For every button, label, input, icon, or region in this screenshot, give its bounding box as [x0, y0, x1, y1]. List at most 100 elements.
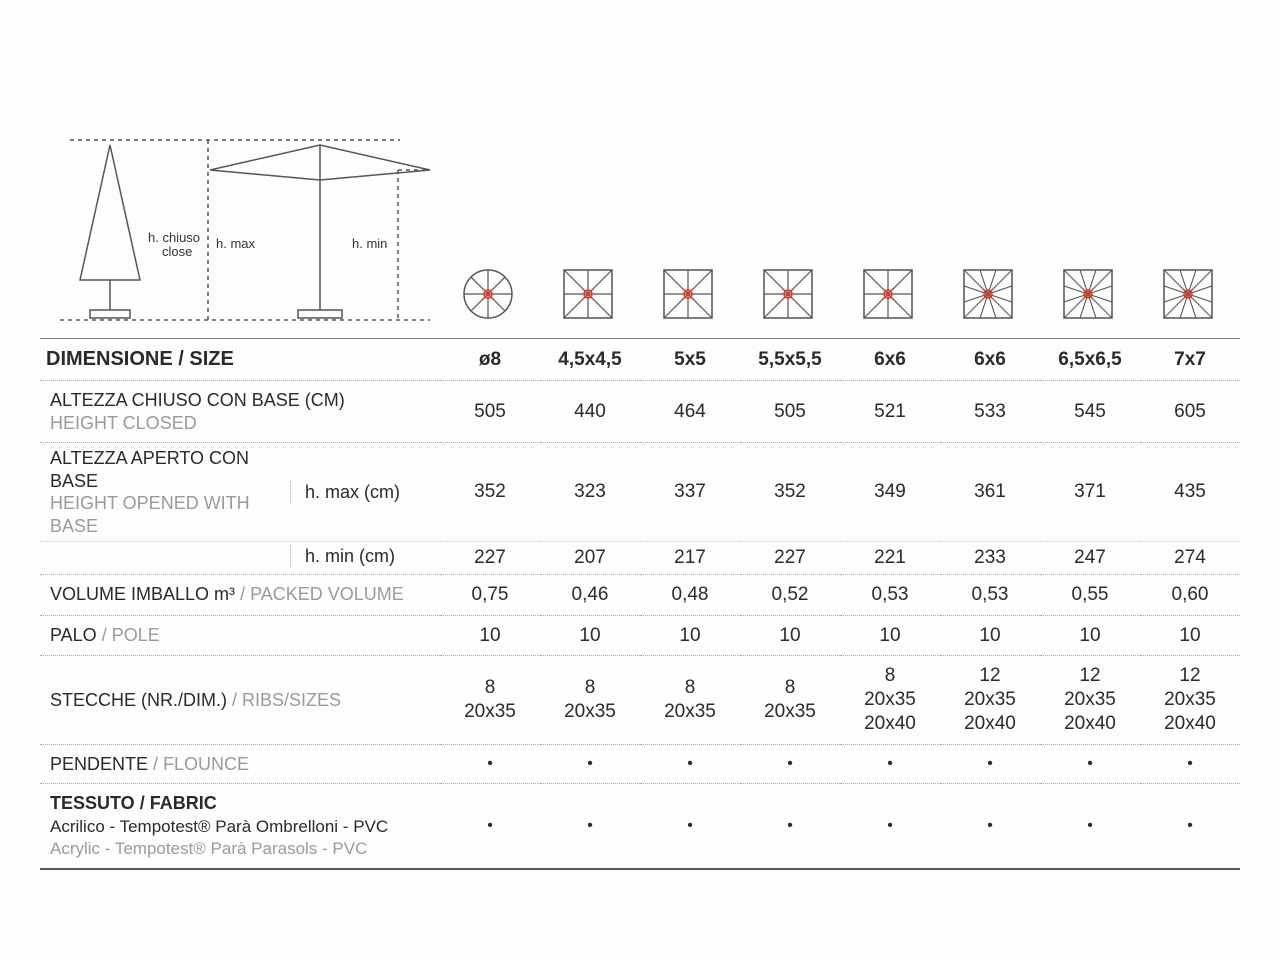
label-close: close [162, 244, 192, 259]
cell: • [440, 744, 540, 784]
table-row: STECCHE (NR./DIM.) / RIBS/SIZES820x35820… [40, 656, 1240, 744]
umbrella-plan-icon [1062, 268, 1118, 320]
cell: 337 [640, 443, 740, 542]
cell: 545 [1040, 381, 1140, 443]
table-row: h. min (cm)227207217227221233247274 [40, 542, 1240, 575]
label-h-max: h. max [216, 236, 256, 251]
cell: 0,48 [640, 574, 740, 615]
cell: 352 [440, 443, 540, 542]
cell: • [1140, 744, 1240, 784]
cell: 1220x3520x40 [1040, 656, 1140, 744]
cell: 221 [840, 542, 940, 575]
row-label-pole: PALO / POLE [40, 615, 440, 656]
cell: 227 [440, 542, 540, 575]
row-label-fabric: TESSUTO / FABRICAcrilico - Tempotest® Pa… [40, 784, 440, 869]
cell: 0,46 [540, 574, 640, 615]
size-header: 6x6 [840, 339, 940, 381]
cell: 361 [940, 443, 1040, 542]
size-header: ø8 [440, 339, 540, 381]
row-label-height_closed: ALTEZZA CHIUSO CON BASE (CM)HEIGHT CLOSE… [40, 381, 440, 443]
table-row: VOLUME IMBALLO m³ / PACKED VOLUME0,750,4… [40, 574, 1240, 615]
cell: • [640, 744, 740, 784]
table-row: TESSUTO / FABRICAcrilico - Tempotest® Pa… [40, 784, 1240, 869]
cell: 820x3520x40 [840, 656, 940, 744]
cell: • [1140, 784, 1240, 869]
cell: • [940, 744, 1040, 784]
cell: 10 [840, 615, 940, 656]
size-header: 7x7 [1140, 339, 1240, 381]
cell: 820x35 [740, 656, 840, 744]
cell: 247 [1040, 542, 1140, 575]
table-row: ALTEZZA CHIUSO CON BASE (CM)HEIGHT CLOSE… [40, 381, 1240, 443]
size-header: 4,5x4,5 [540, 339, 640, 381]
header-label: DIMENSIONE / SIZE [40, 339, 440, 381]
cell: 233 [940, 542, 1040, 575]
cell: 440 [540, 381, 640, 443]
cell: 521 [840, 381, 940, 443]
cell: • [840, 744, 940, 784]
cell: 10 [1040, 615, 1140, 656]
row-label-height_open_hmax: ALTEZZA APERTO CON BASEHEIGHT OPENED WIT… [40, 443, 440, 542]
table-row: ALTEZZA APERTO CON BASEHEIGHT OPENED WIT… [40, 443, 1240, 542]
cell: 10 [540, 615, 640, 656]
cell: 349 [840, 443, 940, 542]
plan-icons-row [440, 268, 1240, 330]
cell: • [1040, 744, 1140, 784]
cell: • [640, 784, 740, 869]
size-header: 5,5x5,5 [740, 339, 840, 381]
cell: 352 [740, 443, 840, 542]
size-header: 6,5x6,5 [1040, 339, 1140, 381]
cell: 505 [740, 381, 840, 443]
size-header: 5x5 [640, 339, 740, 381]
cell: • [540, 744, 640, 784]
label-h-chiuso: h. chiuso [148, 230, 200, 245]
cell: 533 [940, 381, 1040, 443]
cell: • [740, 784, 840, 869]
cell: 10 [940, 615, 1040, 656]
cell: 0,55 [1040, 574, 1140, 615]
cell: 10 [440, 615, 540, 656]
row-label-ribs: STECCHE (NR./DIM.) / RIBS/SIZES [40, 656, 440, 744]
table-row: PENDENTE / FLOUNCE•••••••• [40, 744, 1240, 784]
umbrella-plan-icon [862, 268, 918, 320]
cell: 464 [640, 381, 740, 443]
umbrella-plan-icon [462, 268, 518, 320]
cell: 820x35 [640, 656, 740, 744]
cell: 0,53 [940, 574, 1040, 615]
row-label-height_open_hmin: h. min (cm) [40, 542, 440, 575]
cell: • [1040, 784, 1140, 869]
cell: 0,52 [740, 574, 840, 615]
cell: • [740, 744, 840, 784]
diagram-row: h. chiuso close h. max h. min [40, 130, 1240, 330]
size-header: 6x6 [940, 339, 1040, 381]
cell: 1220x3520x40 [1140, 656, 1240, 744]
cell: • [540, 784, 640, 869]
umbrella-plan-icon [562, 268, 618, 320]
cell: 435 [1140, 443, 1240, 542]
cell: 605 [1140, 381, 1240, 443]
cell: • [840, 784, 940, 869]
cell: 0,75 [440, 574, 540, 615]
cell: 1220x3520x40 [940, 656, 1040, 744]
cell: 10 [740, 615, 840, 656]
cell: 217 [640, 542, 740, 575]
umbrella-plan-icon [662, 268, 718, 320]
elevation-diagram: h. chiuso close h. max h. min [40, 130, 440, 330]
cell: 0,60 [1140, 574, 1240, 615]
cell: 371 [1040, 443, 1140, 542]
row-label-packed_volume: VOLUME IMBALLO m³ / PACKED VOLUME [40, 574, 440, 615]
table-row: PALO / POLE1010101010101010 [40, 615, 1240, 656]
cell: 820x35 [540, 656, 640, 744]
table-row: DIMENSIONE / SIZEø84,5x4,55x55,5x5,56x66… [40, 339, 1240, 381]
umbrella-plan-icon [762, 268, 818, 320]
row-label-flounce: PENDENTE / FLOUNCE [40, 744, 440, 784]
cell: 227 [740, 542, 840, 575]
cell: 323 [540, 443, 640, 542]
cell: • [940, 784, 1040, 869]
cell: 820x35 [440, 656, 540, 744]
cell: • [440, 784, 540, 869]
cell: 505 [440, 381, 540, 443]
label-h-min: h. min [352, 236, 387, 251]
umbrella-plan-icon [1162, 268, 1218, 320]
cell: 207 [540, 542, 640, 575]
